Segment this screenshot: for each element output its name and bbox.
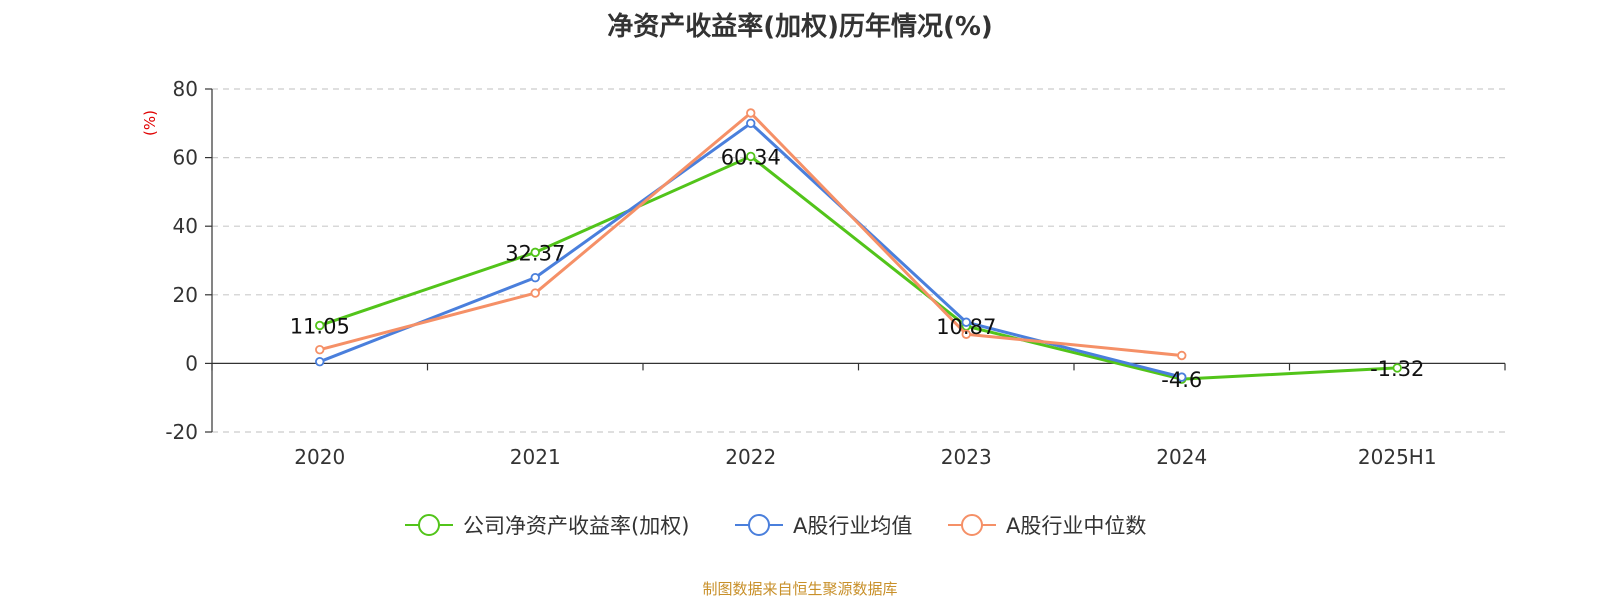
y-axis-title: (%) [141,110,159,136]
data-point [315,356,325,367]
x-tick-label: 2020 [294,445,345,469]
x-tick-label: 2021 [510,445,561,469]
data-point [530,272,540,283]
legend-label[interactable]: A股行业均值 [793,514,912,538]
chart-title: 净资产收益率(加权)历年情况(%) [607,12,993,42]
legend-marker-icon [748,514,770,536]
data-point [315,320,325,331]
y-tick-label: 40 [173,214,198,238]
data-label: -4.6 [1161,368,1202,392]
data-point [1177,350,1187,361]
data-point [746,151,756,162]
legend-label[interactable]: 公司净资产收益率(加权) [463,514,689,538]
y-tick-label: 60 [173,146,198,170]
x-tick-label: 2024 [1156,445,1207,469]
series-line-0 [319,154,1398,381]
source-note: 制图数据来自恒生聚源数据库 [702,580,898,598]
y-tick-label: 80 [173,77,198,101]
data-point [1177,372,1187,382]
data-label: 11.05 [290,314,350,338]
data-point [746,108,756,118]
x-tick-label: 2023 [941,445,992,469]
data-point [746,118,756,128]
legend-marker-icon [418,514,440,536]
y-tick-label: 0 [185,351,198,375]
data-label: 60.34 [721,145,781,169]
data-point [315,344,325,355]
data-label: -1.32 [1370,357,1424,381]
legend-label[interactable]: A股行业中位数 [1006,514,1146,538]
y-tick-label: -20 [165,420,198,444]
data-point [1392,363,1402,373]
legend-marker-icon [961,514,983,536]
data-label: 10.87 [936,315,996,339]
data-label: 32.37 [505,241,565,265]
x-tick-label: 2022 [725,445,776,469]
x-tick-label: 2025H1 [1358,445,1437,469]
data-point [961,329,971,339]
data-point [530,288,540,298]
y-tick-label: 20 [173,283,198,307]
data-point [961,317,971,327]
data-point [530,247,540,258]
